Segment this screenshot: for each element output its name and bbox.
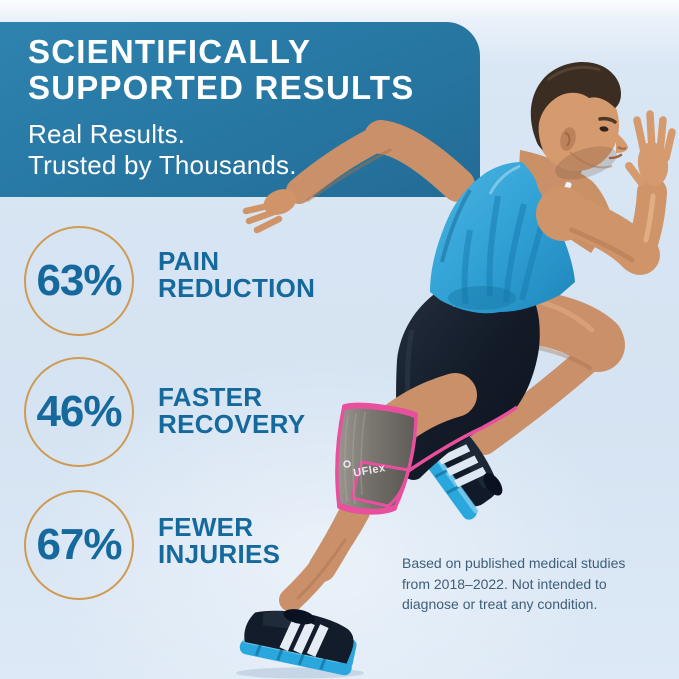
disclaimer-line1: Based on published medical studies: [402, 555, 626, 571]
mouth: [608, 153, 623, 160]
ear: [560, 127, 576, 151]
runner-tank-top: [430, 162, 575, 314]
stat-circle-fewer-injuries: 67%: [24, 490, 134, 600]
runner-left-hand: [242, 189, 297, 234]
subheadline-line1: Real Results.: [28, 119, 186, 149]
disclaimer: Based on published medical studies from …: [402, 553, 670, 615]
stat-label-faster-recovery: FASTER RECOVERY: [158, 384, 305, 438]
stat-label-line: FASTER: [158, 382, 263, 412]
disclaimer-line2: from 2018–2022. Not intended to: [402, 575, 607, 592]
runner-left-arm: [286, 120, 475, 204]
stat-label-pain-reduction: PAIN REDUCTION: [158, 248, 315, 302]
headline-line1: SCIENTIFICALLY: [28, 33, 312, 70]
header-banner: SCIENTIFICALLY SUPPORTED RESULTS Real Re…: [0, 22, 480, 197]
runner-head: [530, 61, 628, 180]
headline-line2: SUPPORTED RESULTS: [28, 69, 415, 106]
runner-right-arm: [536, 177, 667, 275]
stat-value: 46%: [36, 387, 122, 436]
stat-circle-faster-recovery: 46%: [24, 357, 134, 467]
stat-circle-pain-reduction: 63%: [24, 226, 134, 336]
runner-right-hand: [625, 110, 676, 186]
subheadline: Real Results. Trusted by Thousands.: [28, 119, 480, 181]
disclaimer-line3: diagnose or treat any condition.: [402, 596, 598, 612]
eyebrow: [598, 116, 617, 124]
knee-sleeve-brand-text: UFlex: [352, 462, 386, 480]
stat-label-line: INJURIES: [158, 539, 281, 569]
subheadline-line2: Trusted by Thousands.: [28, 150, 297, 180]
stat-value: 63%: [36, 256, 122, 305]
knee-sleeve: UFlex: [335, 402, 418, 515]
runner-front-shoe: [239, 609, 357, 676]
stat-value: 67%: [36, 520, 122, 569]
stat-label-line: PAIN: [158, 246, 220, 276]
stat-label-fewer-injuries: FEWER INJURIES: [158, 514, 280, 568]
stat-label-line: FEWER: [158, 512, 254, 542]
hair: [530, 61, 621, 150]
eye: [599, 126, 609, 132]
stat-label-line: RECOVERY: [158, 409, 306, 439]
headline: SCIENTIFICALLY SUPPORTED RESULTS: [28, 34, 480, 106]
stat-label-line: REDUCTION: [158, 273, 316, 303]
